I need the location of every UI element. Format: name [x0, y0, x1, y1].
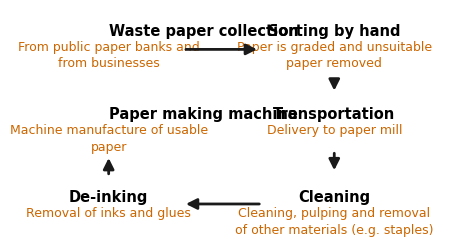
Text: From public paper banks and
from businesses: From public paper banks and from busines… — [18, 41, 200, 70]
Text: Waste paper collection: Waste paper collection — [109, 23, 298, 38]
Text: Cleaning, pulping and removal
of other materials (e.g. staples): Cleaning, pulping and removal of other m… — [235, 207, 433, 236]
Text: Paper making machine: Paper making machine — [109, 106, 298, 121]
Text: Paper is graded and unsuitable
paper removed: Paper is graded and unsuitable paper rem… — [237, 41, 432, 70]
Text: Sorting by hand: Sorting by hand — [268, 23, 400, 38]
Text: Removal of inks and glues: Removal of inks and glues — [26, 207, 191, 219]
Text: De-inking: De-inking — [69, 189, 149, 204]
Text: Machine manufacture of usable
paper: Machine manufacture of usable paper — [9, 124, 208, 153]
Text: Cleaning: Cleaning — [298, 189, 370, 204]
Text: Delivery to paper mill: Delivery to paper mill — [266, 124, 402, 137]
Text: Transportation: Transportation — [273, 106, 395, 121]
